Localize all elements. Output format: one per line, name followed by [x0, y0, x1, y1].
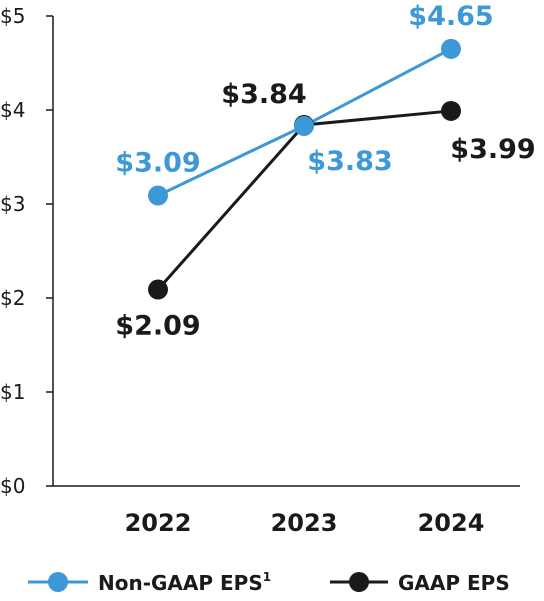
data-point-nongaap [294, 115, 314, 136]
legend-name-nongaap: Non-GAAP EPS [98, 571, 263, 595]
x-tick-label: 2024 [418, 509, 485, 537]
axes [52, 16, 520, 487]
x-tick-label: 2023 [271, 509, 338, 537]
series-line-gaap [156, 109, 452, 291]
y-tick-label: $2 [0, 286, 25, 310]
legend-item-gaap: GAAP EPS [330, 571, 510, 595]
data-label-gaap: $3.99 [450, 134, 535, 165]
data-point-nongaap [148, 185, 168, 206]
x-tick-labels: 2022 2023 2024 [125, 509, 485, 537]
series-points [148, 38, 461, 300]
legend-marker-gaap [349, 572, 369, 592]
y-tick-label: $0 [0, 474, 25, 498]
x-tick-label: 2022 [125, 509, 192, 537]
y-tick-label: $1 [0, 380, 25, 404]
y-tick-label: $4 [0, 98, 25, 122]
legend-label-gaap: GAAP EPS [398, 571, 510, 595]
y-ticks: $0 $1 $2 $3 $4 $5 [0, 4, 53, 498]
data-label-nongaap: $4.65 [408, 1, 493, 32]
data-label-nongaap: $3.83 [307, 146, 392, 177]
y-tick-label: $5 [0, 4, 25, 28]
data-point-gaap [148, 279, 168, 300]
y-tick-label: $3 [0, 192, 25, 216]
data-label-gaap: $3.84 [221, 79, 306, 110]
legend-superscript: 1 [263, 570, 271, 584]
data-label-nongaap: $3.09 [115, 148, 200, 179]
legend: Non-GAAP EPS1 GAAP EPS [28, 570, 510, 595]
legend-item-nongaap: Non-GAAP EPS1 [28, 570, 271, 595]
data-point-nongaap [441, 38, 461, 59]
data-label-gaap: $2.09 [115, 311, 200, 342]
legend-label-nongaap: Non-GAAP EPS1 [98, 570, 271, 595]
data-labels: $3.09 $3.83 $4.65 $2.09 $3.84 $3.99 [115, 1, 535, 342]
data-point-gaap [441, 100, 461, 121]
legend-marker-nongaap [48, 572, 68, 592]
